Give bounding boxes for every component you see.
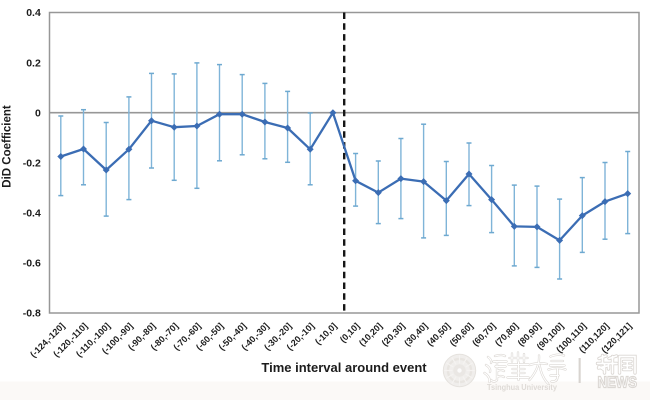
svg-text:0.4: 0.4 (26, 7, 41, 19)
svg-text:NEWS: NEWS (598, 375, 638, 392)
svg-text:0: 0 (35, 107, 41, 119)
svg-text:-0.4: -0.4 (23, 208, 41, 220)
svg-text:Time interval around event: Time interval around event (261, 360, 427, 375)
svg-text:-0.2: -0.2 (23, 158, 41, 170)
svg-text:-0.8: -0.8 (23, 308, 41, 320)
svg-text:DiD Coefficient: DiD Coefficient (1, 105, 13, 188)
svg-text:-0.6: -0.6 (23, 258, 41, 270)
svg-text:0.2: 0.2 (26, 57, 41, 69)
svg-text:Tsinghua University: Tsinghua University (487, 383, 558, 392)
